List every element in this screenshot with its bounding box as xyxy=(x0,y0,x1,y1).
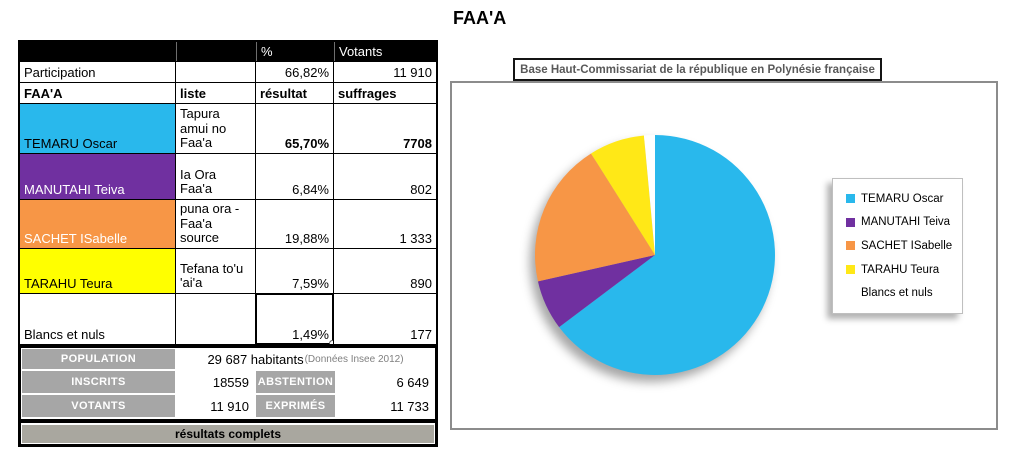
legend-label: TEMARU Oscar xyxy=(861,192,944,205)
exprimes-value: 11 733 xyxy=(337,395,434,417)
subheader-commune[interactable]: FAA'A xyxy=(20,83,175,103)
subheader-resultat[interactable]: résultat xyxy=(256,83,333,103)
participation-votants[interactable]: 11 910 xyxy=(334,62,436,82)
inscrits-value: 18559 xyxy=(177,371,254,393)
legend-label: SACHET ISabelle xyxy=(861,239,953,252)
pie-slice-manutahi-teiva[interactable] xyxy=(537,255,655,328)
candidate-row-temaru: TEMARU Oscar Tapura amui no Faa'a 65,70%… xyxy=(20,104,436,153)
abstention-value: 6 649 xyxy=(337,371,434,393)
candidate-result-cell[interactable]: 65,70% xyxy=(256,104,333,153)
candidate-liste-cell[interactable]: Tapura amui no Faa'a xyxy=(176,104,255,153)
participation-label[interactable]: Participation xyxy=(20,62,175,82)
page-title: FAA'A xyxy=(453,8,507,28)
legend-item[interactable]: MANUTAHI Teiva xyxy=(846,216,956,228)
legend-item[interactable]: TARAHU Teura xyxy=(846,264,956,276)
legend-swatch-icon xyxy=(846,194,855,204)
legend-item[interactable]: TEMARU Oscar xyxy=(846,193,956,205)
subheader-liste[interactable]: liste xyxy=(176,83,255,103)
results-table-wrap: % Votants Participation 66,82% 11 910 FA… xyxy=(18,40,438,447)
candidate-suffrages-cell[interactable]: 890 xyxy=(334,249,436,293)
pie-slice-temaru-oscar[interactable] xyxy=(559,135,775,376)
participation-empty-cell[interactable] xyxy=(176,62,255,82)
subheader-suffrages[interactable]: suffrages xyxy=(334,83,436,103)
candidate-suffrages-cell[interactable]: 177 xyxy=(334,294,436,344)
pie-chart[interactable] xyxy=(452,83,996,428)
results-table: % Votants Participation 66,82% 11 910 FA… xyxy=(18,40,438,346)
summary-separator xyxy=(21,419,435,423)
population-note: (Données Insee 2012) xyxy=(304,353,404,365)
legend-swatch-icon xyxy=(846,241,855,251)
exprimes-label: EXPRIMÉS xyxy=(256,395,335,417)
votants-label: VOTANTS xyxy=(22,395,175,417)
candidate-liste-cell[interactable]: Tefana to'u 'ai'a xyxy=(176,249,255,293)
candidate-suffrages-cell[interactable]: 1 333 xyxy=(334,200,436,248)
candidate-row-tarahu: TARAHU Teura Tefana to'u 'ai'a 7,59% 890 xyxy=(20,249,436,293)
candidate-result-cell[interactable]: 1,49% xyxy=(256,294,333,344)
header-pct-cell[interactable]: % xyxy=(256,42,333,61)
participation-pct[interactable]: 66,82% xyxy=(256,62,333,82)
candidate-name-cell[interactable]: TARAHU Teura xyxy=(20,249,175,293)
legend-swatch-icon xyxy=(846,217,855,227)
cell-selection-border xyxy=(256,294,333,344)
selection-handle[interactable] xyxy=(329,340,333,344)
pie-slice-sachet-isabelle[interactable] xyxy=(534,153,655,282)
population-row: POPULATION 29 687 habitants (Données Ins… xyxy=(22,349,434,369)
candidate-liste-cell[interactable]: puna ora - Faa'a source xyxy=(176,200,255,248)
summary-block: POPULATION 29 687 habitants (Données Ins… xyxy=(18,345,438,447)
candidate-liste-cell[interactable] xyxy=(176,294,255,344)
votants-row: VOTANTS 11 910 EXPRIMÉS 11 733 xyxy=(22,395,434,417)
population-value: 29 687 habitants xyxy=(207,351,304,367)
participation-row: Participation 66,82% 11 910 xyxy=(20,62,436,82)
candidate-name-cell[interactable]: MANUTAHI Teiva xyxy=(20,154,175,199)
candidate-name-cell[interactable]: SACHET ISabelle xyxy=(20,200,175,248)
candidate-name-cell[interactable]: Blancs et nuls xyxy=(20,294,175,344)
candidate-result-cell[interactable]: 7,59% xyxy=(256,249,333,293)
population-label: POPULATION xyxy=(22,349,175,369)
legend-label: MANUTAHI Teiva xyxy=(861,216,951,229)
candidate-row-sachet: SACHET ISabelle puna ora - Faa'a source … xyxy=(20,200,436,248)
pie-slice-tarahu-teura[interactable] xyxy=(591,135,655,255)
legend-item[interactable]: Blancs et nuls xyxy=(846,287,956,299)
candidate-liste-cell[interactable]: Ia Ora Faa'a xyxy=(176,154,255,199)
header-empty-cell-2 xyxy=(176,42,255,61)
legend-label: TARAHU Teura xyxy=(861,263,940,276)
candidate-row-blancs: Blancs et nuls 1,49% 177 xyxy=(20,294,436,344)
inscrits-label: INSCRITS xyxy=(22,371,175,393)
legend-swatch-icon xyxy=(846,288,855,298)
candidate-name-cell[interactable]: TEMARU Oscar xyxy=(20,104,175,153)
header-votants-cell[interactable]: Votants xyxy=(334,42,436,61)
votants-value: 11 910 xyxy=(177,395,254,417)
legend-item[interactable]: SACHET ISabelle xyxy=(846,240,956,252)
inscrits-row: INSCRITS 18559 ABSTENTION 6 649 xyxy=(22,371,434,393)
chart-legend: TEMARU Oscar MANUTAHI Teiva SACHET ISabell… xyxy=(832,178,963,314)
full-results-link[interactable]: résultats complets xyxy=(22,425,434,443)
legend-label: Blancs et nuls xyxy=(861,287,933,300)
candidate-result-cell[interactable]: 19,88% xyxy=(256,200,333,248)
chart-title-box: Base Haut-Commissariat de la république … xyxy=(513,58,882,81)
table-header-row: % Votants xyxy=(20,42,436,61)
abstention-label: ABSTENTION xyxy=(256,371,335,393)
legend-swatch-icon xyxy=(846,265,855,275)
population-value-cell: 29 687 habitants (Données Insee 2012) xyxy=(177,349,434,369)
header-empty-cell-1 xyxy=(20,42,175,61)
pie-chart-area[interactable]: TEMARU Oscar MANUTAHI Teiva SACHET ISabell… xyxy=(450,81,998,430)
pie-slice-blancs-et-nuls[interactable] xyxy=(643,135,655,255)
subheader-row: FAA'A liste résultat suffrages xyxy=(20,83,436,103)
candidate-suffrages-cell[interactable]: 7708 xyxy=(334,104,436,153)
candidate-suffrages-cell[interactable]: 802 xyxy=(334,154,436,199)
candidate-result-cell[interactable]: 6,84% xyxy=(256,154,333,199)
candidate-row-manutahi: MANUTAHI Teiva Ia Ora Faa'a 6,84% 802 xyxy=(20,154,436,199)
